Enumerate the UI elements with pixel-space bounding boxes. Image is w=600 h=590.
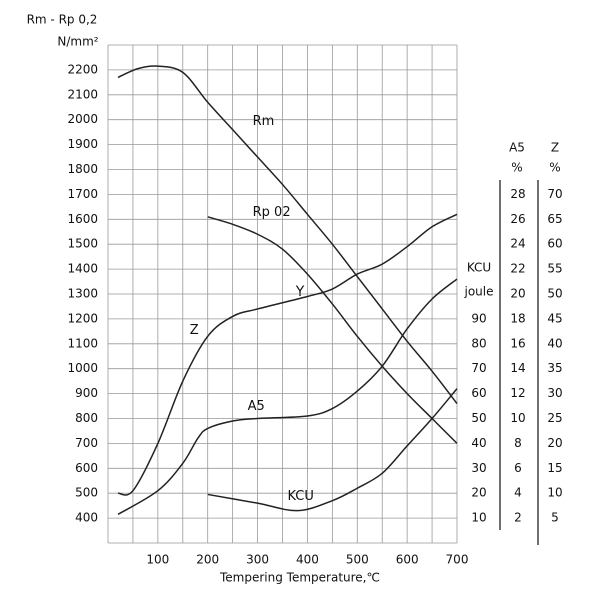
a5-tick-label: 22 <box>510 262 525 276</box>
x-tick-label: 600 <box>396 553 419 567</box>
series-label: KCU <box>287 489 313 504</box>
y-axis-unit: N/mm² <box>57 35 98 49</box>
a5-tick-label: 28 <box>510 187 525 201</box>
series-label: Rp 02 <box>253 205 291 220</box>
y-tick-label: 1400 <box>67 262 98 276</box>
z-tick-label: 25 <box>547 411 562 425</box>
x-tick-label: 500 <box>346 553 369 567</box>
x-tick-label: 200 <box>196 553 219 567</box>
series-line <box>117 65 458 405</box>
x-tick-label: 100 <box>146 553 169 567</box>
z-tick-label: 70 <box>547 187 562 201</box>
y-tick-label: 1600 <box>67 212 98 226</box>
kcu-tick-label: 80 <box>471 336 486 350</box>
a5-tick-label: 16 <box>510 336 525 350</box>
kcu-tick-label: 70 <box>471 361 486 375</box>
z-tick-label: 60 <box>547 237 562 251</box>
y-tick-label: 1900 <box>67 137 98 151</box>
kcu-tick-label: 50 <box>471 411 486 425</box>
kcu-tick-label: 10 <box>471 511 486 525</box>
series-label: Z <box>190 323 199 338</box>
x-tick-label: 400 <box>296 553 319 567</box>
series-line <box>207 388 458 512</box>
a5-tick-label: 18 <box>510 311 525 325</box>
y-tick-label: 800 <box>75 411 98 425</box>
y-tick-label: 1800 <box>67 162 98 176</box>
a5-tick-label: 8 <box>514 436 522 450</box>
a5-axis-label: A5 <box>509 141 525 155</box>
a5-tick-label: 24 <box>510 237 525 251</box>
y-tick-label: 600 <box>75 461 98 475</box>
series-line <box>117 213 458 496</box>
z-tick-label: 15 <box>547 461 562 475</box>
y-tick-label: 1300 <box>67 287 98 301</box>
a5-tick-label: 26 <box>510 212 525 226</box>
kcu-tick-label: 60 <box>471 386 486 400</box>
z-tick-label: 30 <box>547 386 562 400</box>
z-tick-label: 5 <box>551 511 559 525</box>
z-tick-label: 35 <box>547 361 562 375</box>
z-tick-label: 40 <box>547 336 562 350</box>
y-tick-label: 2100 <box>67 87 98 101</box>
z-tick-label: 50 <box>547 287 562 301</box>
x-tick-label: 300 <box>246 553 269 567</box>
y-tick-label: 2000 <box>67 112 98 126</box>
y-tick-label: 900 <box>75 386 98 400</box>
z-axis-unit: % <box>549 161 560 175</box>
z-axis-label: Z <box>551 141 559 155</box>
y-axis-label: Rm - Rp 0,2 <box>27 13 98 27</box>
y-tick-label: 1500 <box>67 237 98 251</box>
a5-tick-label: 6 <box>514 461 522 475</box>
y-tick-label: 1000 <box>67 361 98 375</box>
a5-tick-label: 14 <box>510 361 525 375</box>
y-tick-label: 2200 <box>67 62 98 76</box>
z-tick-label: 45 <box>547 311 562 325</box>
kcu-axis-unit: joule <box>464 285 494 299</box>
y-tick-label: 1100 <box>67 336 98 350</box>
y-tick-label: 500 <box>75 486 98 500</box>
y-tick-label: 700 <box>75 436 98 450</box>
annotation: Y <box>295 284 305 300</box>
a5-tick-label: 2 <box>514 511 522 525</box>
z-tick-label: 10 <box>547 486 562 500</box>
kcu-tick-label: 40 <box>471 436 486 450</box>
a5-axis-unit: % <box>511 161 522 175</box>
series-label: Rm <box>253 114 275 129</box>
a5-tick-label: 20 <box>510 287 525 301</box>
y-tick-label: 400 <box>75 511 98 525</box>
a5-tick-label: 10 <box>510 411 525 425</box>
series-label: A5 <box>248 399 265 414</box>
x-tick-label: 700 <box>446 553 469 567</box>
z-tick-label: 65 <box>547 212 562 226</box>
kcu-tick-label: 90 <box>471 311 486 325</box>
kcu-tick-label: 30 <box>471 461 486 475</box>
z-tick-label: 55 <box>547 262 562 276</box>
x-axis-label: Tempering Temperature,℃ <box>219 571 380 585</box>
a5-tick-label: 4 <box>514 486 522 500</box>
z-tick-label: 20 <box>547 436 562 450</box>
kcu-tick-label: 20 <box>471 486 486 500</box>
a5-tick-label: 12 <box>510 386 525 400</box>
series-line <box>207 216 458 444</box>
y-tick-label: 1200 <box>67 311 98 325</box>
series-line <box>117 278 458 516</box>
kcu-axis-label: KCU <box>467 261 491 275</box>
y-tick-label: 1700 <box>67 187 98 201</box>
